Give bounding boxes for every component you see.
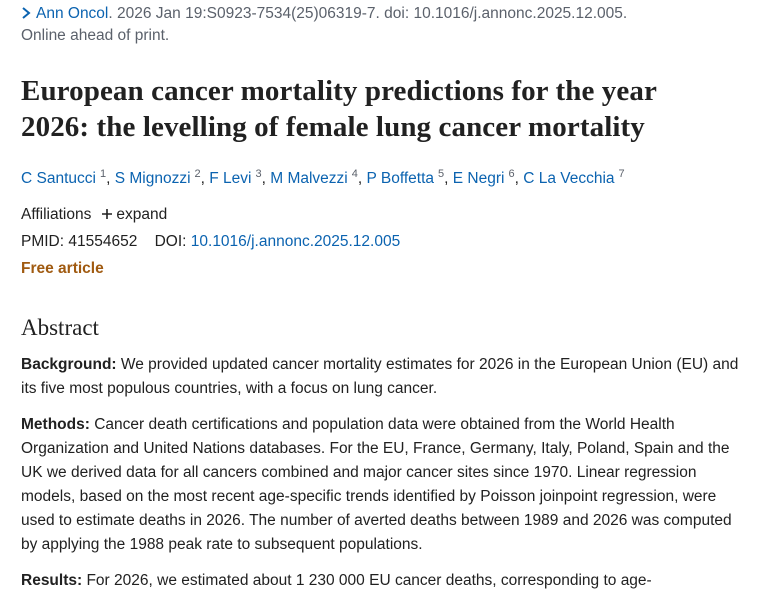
- author-link[interactable]: P Boffetta: [366, 170, 435, 188]
- separator: ,: [106, 170, 111, 188]
- separator: ,: [444, 170, 449, 188]
- page: Ann Oncol. 2026 Jan 19:S0923-7534(25)063…: [21, 5, 739, 590]
- affiliation-number: 1: [99, 168, 107, 180]
- pmid-label: PMID:: [21, 233, 65, 251]
- abstract-section: Background: We provided updated cancer m…: [21, 353, 743, 401]
- affiliation-number: 4: [351, 168, 358, 180]
- chevron-icon: [22, 7, 31, 19]
- abstract-section: Methods: Cancer death certifications and…: [21, 413, 743, 557]
- affiliations-label: Affiliations: [21, 206, 92, 224]
- affiliation-number: 7: [618, 168, 625, 180]
- author-link[interactable]: F Levi: [209, 170, 252, 188]
- abstract-heading: Abstract: [21, 315, 99, 341]
- section-label: Methods:: [21, 416, 90, 434]
- affiliation-number: 2: [194, 168, 201, 180]
- identifiers: PMID: 41554652 DOI: 10.1016/j.annonc.202…: [21, 230, 743, 254]
- abstract-section: Results: For 2026, we estimated about 1 …: [21, 569, 743, 593]
- section-text: Cancer death certifications and populati…: [21, 416, 732, 554]
- affiliation-number: 6: [508, 168, 515, 180]
- publication-status: Online ahead of print.: [21, 27, 170, 44]
- plus-icon: [102, 209, 113, 220]
- author-link[interactable]: E Negri: [452, 170, 505, 188]
- doi-label: DOI:: [154, 233, 187, 251]
- section-text: For 2026, we estimated about 1 230 000 E…: [86, 572, 652, 590]
- doi-link[interactable]: 10.1016/j.annonc.2025.12.005: [190, 233, 401, 251]
- section-label: Background:: [21, 356, 117, 374]
- separator: ,: [261, 170, 266, 188]
- article: Ann Oncol. 2026 Jan 19:S0923-7534(25)063…: [21, 3, 743, 605]
- section-label: Results:: [21, 572, 83, 590]
- section-text: We provided updated cancer mortality est…: [21, 356, 739, 398]
- author-link[interactable]: M Malvezzi: [270, 170, 348, 188]
- author-link[interactable]: C Santucci: [21, 170, 96, 188]
- pmid: 41554652: [68, 233, 138, 251]
- affiliation-number: 3: [255, 168, 262, 180]
- author-link[interactable]: S Mignozzi: [114, 170, 191, 188]
- citation-details: . 2026 Jan 19:S0923-7534(25)06319-7. doi…: [108, 5, 628, 22]
- free-article: Free article: [21, 260, 104, 278]
- citation: Ann Oncol. 2026 Jan 19:S0923-7534(25)063…: [21, 3, 743, 47]
- affiliation-number: 5: [438, 168, 445, 180]
- separator: ,: [357, 170, 363, 188]
- journal-link[interactable]: Ann Oncol: [36, 5, 109, 22]
- author-list: C Santucci 1, S Mignozzi 2, F Levi 3, M Mal…: [21, 162, 743, 191]
- affiliations: Affiliations expand: [21, 203, 743, 227]
- expand-toggle[interactable]: expand: [116, 206, 168, 224]
- separator: ,: [200, 170, 205, 188]
- article-title: European cancer mortality predictions fo…: [21, 75, 657, 143]
- abstract-body: Background: We provided updated cancer m…: [21, 353, 743, 593]
- author-link[interactable]: C La Vecchia: [523, 170, 615, 188]
- separator: ,: [514, 170, 519, 188]
